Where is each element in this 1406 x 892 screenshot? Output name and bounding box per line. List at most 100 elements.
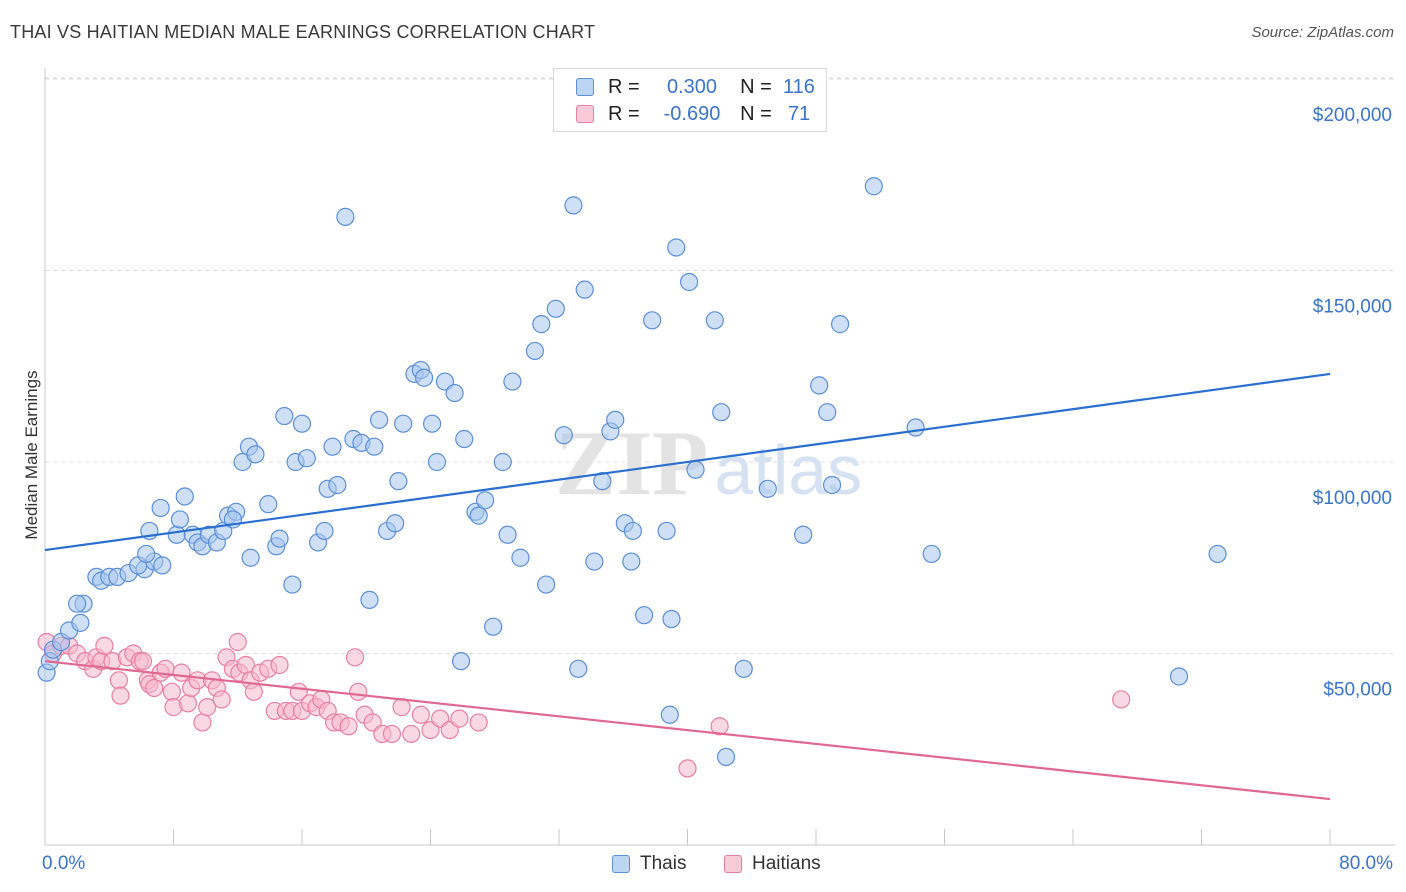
thai-point	[328, 475, 347, 495]
haitian-point	[228, 632, 247, 652]
haitian-point	[244, 682, 263, 701]
haitian-point	[339, 717, 358, 736]
thai-point	[818, 403, 837, 422]
thai-point	[864, 177, 883, 196]
r-label: R =	[608, 102, 640, 125]
thai-point	[246, 445, 265, 464]
thai-point	[511, 548, 530, 567]
thai-point	[386, 514, 405, 533]
x-tick-label-min: 0.0%	[42, 853, 85, 874]
thai-point	[365, 437, 384, 456]
haitian-point	[270, 655, 289, 675]
thai-point	[469, 506, 488, 525]
thai-swatch	[612, 855, 630, 873]
haitian-point	[402, 724, 421, 744]
thai-points	[37, 177, 1227, 767]
haitian-point	[349, 682, 368, 701]
haitian-points	[37, 632, 1131, 778]
haitian-point	[450, 709, 469, 728]
thai-point	[137, 544, 156, 564]
thai-point	[822, 475, 842, 495]
n-value: 71	[787, 102, 811, 125]
legend-row-thai: R = 0.300 N = 116	[576, 75, 818, 99]
y-tick-label: $150,000	[1313, 297, 1392, 318]
thai-point	[71, 613, 90, 632]
r-value: 0.300	[666, 75, 718, 98]
haitian-point	[198, 698, 217, 717]
axes	[44, 68, 1395, 846]
thai-point	[360, 590, 379, 609]
thai-point	[389, 472, 408, 491]
thai-point	[241, 548, 260, 567]
thai-point	[336, 207, 355, 226]
haitian-point	[212, 690, 231, 709]
thai-point	[686, 460, 705, 479]
thai-point	[667, 238, 686, 257]
y-tick-label: $100,000	[1313, 488, 1392, 509]
thai-point	[622, 552, 641, 571]
thai-point	[606, 410, 625, 429]
thai-point	[712, 403, 731, 422]
thai-point	[493, 452, 512, 472]
thai-point	[532, 315, 551, 334]
haitian-point	[411, 705, 430, 724]
legend-item-haitians: Haitians	[724, 852, 821, 876]
thai-point	[643, 311, 662, 330]
thai-point	[315, 521, 334, 541]
haitian-swatch	[576, 105, 594, 123]
thai-point	[635, 606, 654, 625]
r-value: -0.690	[663, 102, 721, 125]
thai-point	[716, 747, 736, 767]
haitian-swatch	[724, 855, 742, 873]
gridlines	[45, 77, 1395, 654]
thai-point	[575, 280, 594, 299]
thai-point	[546, 299, 565, 318]
haitian-point	[133, 652, 153, 671]
thai-point	[660, 705, 679, 724]
thai-point	[275, 406, 294, 426]
haitian-point	[172, 663, 191, 682]
thai-point	[794, 525, 813, 544]
thai-point	[498, 525, 517, 544]
haitian-point	[392, 698, 411, 717]
thai-point	[445, 383, 464, 403]
n-label: N =	[740, 75, 772, 98]
thai-point	[503, 372, 522, 391]
legend-label-thais: Thais	[640, 853, 687, 874]
thai-point	[283, 575, 302, 594]
thai-point	[394, 414, 413, 433]
thai-point	[175, 487, 194, 506]
haitian-point	[469, 713, 488, 732]
y-tick-label: $50,000	[1323, 680, 1392, 701]
thai-point	[167, 525, 186, 544]
thai-point	[537, 575, 556, 594]
thai-point	[1208, 544, 1227, 564]
haitian-point	[95, 636, 114, 655]
thai-point	[68, 594, 87, 613]
thai-point	[484, 617, 503, 636]
correlation-legend: R = 0.300 N = 116 R = -0.690 N = 71	[553, 68, 827, 132]
thai-point	[662, 609, 681, 629]
thai-point	[758, 479, 777, 498]
haitian-point	[178, 694, 198, 713]
x-tick-label-max: 80.0%	[1339, 853, 1393, 874]
chart-title: THAI VS HAITIAN MEDIAN MALE EARNINGS COR…	[10, 22, 596, 42]
thai-point	[623, 521, 642, 541]
source-credit: Source: ZipAtlas.com	[1251, 24, 1394, 41]
legend-row-haitian: R = -0.690 N = 71	[576, 102, 818, 126]
thai-point	[323, 437, 342, 456]
thai-point	[1169, 667, 1189, 686]
thai-point	[525, 341, 545, 361]
y-tick-labels: $50,000 $100,000 $150,000 $200,000	[1313, 105, 1392, 701]
thai-point	[427, 452, 447, 472]
legend-item-thais: Thais	[612, 852, 686, 876]
haitian-point	[111, 686, 130, 705]
haitian-point	[678, 759, 697, 778]
watermark: ZIPatlas	[555, 412, 862, 514]
thai-point	[423, 414, 442, 433]
thai-point	[153, 556, 172, 575]
thai-point	[554, 426, 573, 445]
thai-point	[564, 196, 583, 215]
haitian-point	[345, 648, 365, 667]
haitian-point	[162, 682, 181, 701]
